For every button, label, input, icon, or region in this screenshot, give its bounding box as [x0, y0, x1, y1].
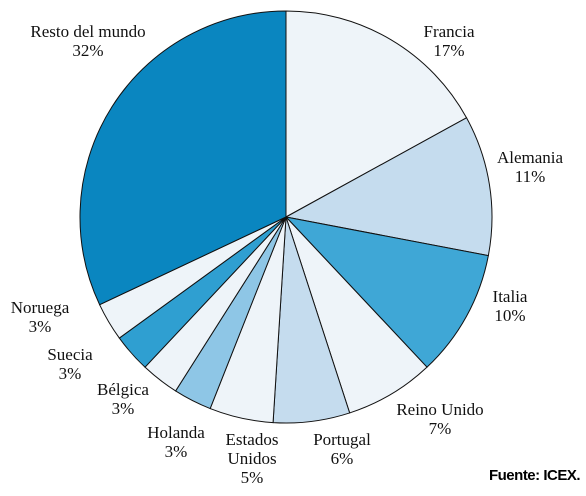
slice-label: Bélgica 3% [97, 380, 149, 418]
slice-label: Resto del mundo 32% [30, 22, 145, 60]
source: Fuente: ICEX. [488, 467, 581, 484]
slice-label: Noruega 3% [11, 298, 70, 336]
category-name: Holanda [147, 423, 205, 442]
value-label: 32% [72, 41, 104, 60]
pie-slice [284, 216, 489, 368]
value-label: 3% [164, 442, 188, 461]
category-name: Estados Unidos [225, 430, 279, 468]
value-label: 10% [494, 306, 526, 325]
category-name: Resto del mundo [30, 22, 146, 41]
value-label: 3% [28, 317, 52, 336]
value-label: 3% [58, 364, 82, 383]
pie-slice [79, 10, 287, 306]
value-label: 7% [428, 419, 452, 438]
value-label: 17% [433, 41, 465, 60]
pie-slice [285, 10, 468, 218]
category-name: Alemania [496, 148, 564, 167]
slice-label: Suecia 3% [47, 345, 92, 383]
slice-label: Portugal 6% [313, 430, 371, 468]
category-name: Reino Unido [396, 400, 484, 419]
value-label: 6% [330, 449, 354, 468]
slice-label: Reino Unido 7% [396, 400, 483, 438]
category-name: Italia [492, 287, 528, 306]
category-name: Bélgica [97, 380, 149, 399]
slice-label: Holanda 3% [147, 423, 205, 461]
value-label: 11% [514, 167, 546, 186]
slice-label: Estados Unidos 5% [217, 430, 287, 487]
slice-label: Francia 17% [424, 22, 475, 60]
value-label: 3% [111, 399, 135, 418]
pie-slice [284, 117, 493, 257]
value-label: 5% [240, 468, 264, 487]
slice-label: Italia 10% [493, 287, 528, 325]
category-name: Noruega [10, 298, 70, 317]
category-name: Suecia [47, 345, 93, 364]
slice-label: Alemania 11% [497, 148, 563, 186]
category-name: Portugal [313, 430, 371, 449]
category-name: Francia [423, 22, 475, 41]
